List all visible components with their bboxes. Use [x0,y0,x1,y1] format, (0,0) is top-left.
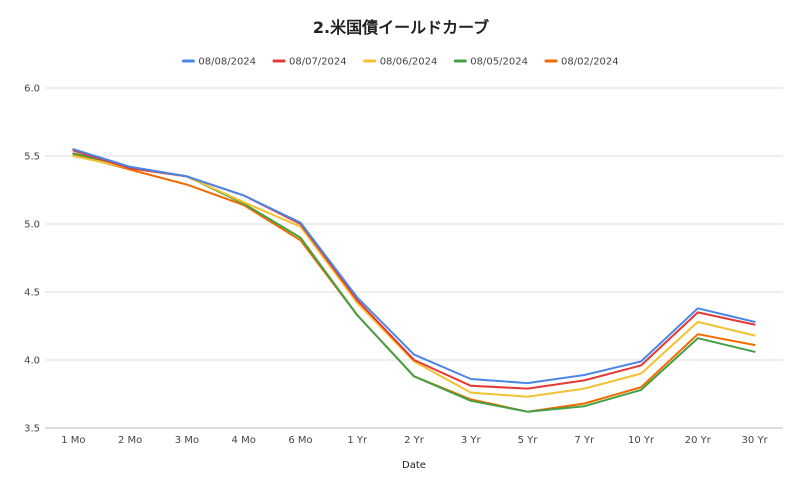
y-tick-label: 5.0 [24,220,40,231]
x-tick-label: 5 Yr [518,435,539,446]
legend-label: 08/07/2024 [289,57,347,68]
series-line [72,153,756,413]
x-tick-label: 7 Yr [574,435,595,446]
series-lines [72,148,756,413]
x-tick-label: 20 Yr [685,435,712,446]
x-tick-label: 10 Yr [628,435,655,446]
series-line [72,149,756,390]
x-axis-title: Date [402,460,426,471]
legend-item: 08/06/2024 [363,57,438,68]
x-tick-label: 2 Mo [118,435,142,446]
x-tick-label: 1 Mo [61,435,85,446]
chart-title: 2.米国債イールドカーブ [313,18,489,37]
y-axis-ticks: 6.0 5.5 5.0 4.5 4.0 3.5 [24,84,40,435]
x-tick-label: 4 Mo [232,435,256,446]
y-tick-label: 3.5 [24,424,40,435]
legend: 08/08/2024 08/07/2024 08/06/2024 08/05/2024… [181,57,619,68]
legend-label: 08/05/2024 [470,57,528,68]
legend-label: 08/08/2024 [198,57,256,68]
legend-label: 08/06/2024 [380,57,438,68]
x-tick-label: 6 Mo [288,435,312,446]
x-tick-label: 1 Yr [347,435,368,446]
x-tick-label: 30 Yr [742,435,769,446]
legend-item: 08/08/2024 [181,57,256,68]
grid [45,87,783,429]
x-tick-label: 2 Yr [404,435,425,446]
y-tick-label: 6.0 [24,84,40,95]
series-line [72,148,756,385]
legend-label: 08/02/2024 [561,57,619,68]
x-axis-ticks: 1 Mo 2 Mo 3 Mo 4 Mo 6 Mo 1 Yr 2 Yr 3 Yr 5 Yr 7 Yr… [61,435,768,446]
legend-item: 08/05/2024 [453,57,528,68]
y-tick-label: 4.5 [24,288,40,299]
y-tick-label: 4.0 [24,356,40,367]
series-line [72,152,756,413]
x-tick-label: 3 Mo [175,435,199,446]
x-tick-label: 3 Yr [461,435,482,446]
y-tick-label: 5.5 [24,152,40,163]
legend-item: 08/02/2024 [544,57,619,68]
legend-item: 08/07/2024 [272,57,347,68]
